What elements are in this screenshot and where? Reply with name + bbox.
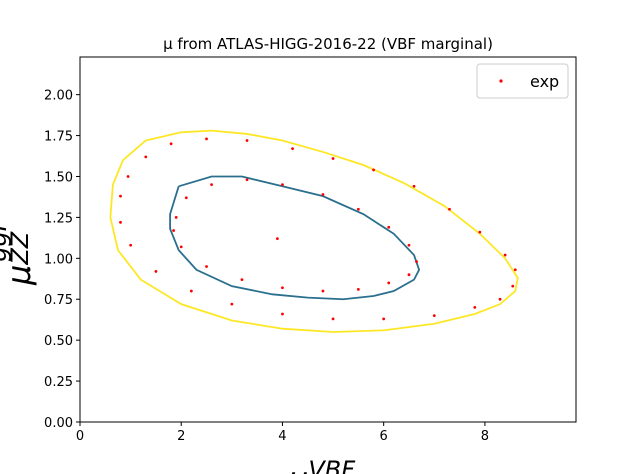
scatter-point <box>179 245 183 249</box>
scatter-point <box>169 142 173 146</box>
y-tick-label: 1.50 <box>44 170 73 185</box>
scatter-point <box>498 297 502 301</box>
scatter-point <box>473 306 477 309</box>
x-tick-label: 2 <box>177 429 185 444</box>
scatter-point <box>119 194 122 198</box>
scatter-point <box>448 207 451 211</box>
x-tick-label: 8 <box>481 429 489 444</box>
scatter-point <box>275 237 279 241</box>
scatter-point <box>119 220 122 224</box>
scatter-point <box>205 137 208 141</box>
scatter-point <box>432 314 436 318</box>
scatter-point <box>478 230 482 234</box>
scatter-point <box>174 216 178 219</box>
scatter-point <box>245 139 249 142</box>
scatter-point <box>154 270 158 273</box>
scatter-point <box>321 289 325 293</box>
x-axis-label: μVBF <box>287 456 356 474</box>
scatter-point <box>245 178 249 182</box>
scatter-point <box>513 268 517 272</box>
scatter-point <box>511 284 515 288</box>
y-tick-label: 1.75 <box>44 130 73 145</box>
x-tick-label: 4 <box>278 429 286 444</box>
y-tick-label: 0.75 <box>44 293 73 308</box>
scatter-point <box>387 225 391 229</box>
y-axis-label: μZZggF <box>0 216 38 286</box>
x-tick-label: 6 <box>380 429 388 444</box>
scatter-point <box>144 155 148 159</box>
scatter-point <box>372 168 375 172</box>
scatter-point <box>356 207 360 211</box>
legend-label: exp <box>530 72 559 91</box>
legend-marker <box>499 79 503 83</box>
scatter-point <box>415 260 418 263</box>
scatter-point <box>129 243 133 247</box>
y-label-base: μ <box>0 265 38 286</box>
y-tick-label: 1.25 <box>44 211 73 226</box>
scatter-point <box>331 317 335 321</box>
chart-title: μ from ATLAS-HIGG-2016-22 (VBF marginal) <box>163 35 493 53</box>
scatter-point <box>240 278 244 282</box>
scatter-point <box>382 317 386 321</box>
y-tick-label: 0.00 <box>44 416 73 431</box>
scatter-point <box>210 183 213 187</box>
plot-frame <box>79 56 577 423</box>
scatter-point <box>230 302 234 306</box>
x-tick-label: 0 <box>76 429 84 444</box>
scatter-point <box>205 265 208 268</box>
y-tick-label: 0.50 <box>44 334 73 349</box>
legend-box <box>476 63 569 99</box>
scatter-point <box>184 196 188 200</box>
scatter-point <box>412 184 416 188</box>
scatter-point <box>291 147 294 151</box>
scatter-point <box>189 289 193 293</box>
scatter-point <box>407 243 411 247</box>
x-label-base: μ <box>287 460 308 474</box>
contour-line <box>169 175 421 301</box>
scatter-point <box>281 286 284 290</box>
y-tick-label: 0.25 <box>44 375 73 390</box>
contour-line <box>109 129 519 333</box>
y-label-sup: ggF <box>0 216 12 261</box>
y-tick-label: 1.00 <box>44 252 73 267</box>
scatter-point <box>387 281 391 285</box>
y-tick-label: 2.00 <box>44 89 73 104</box>
scatter-point <box>503 253 507 257</box>
y-label-sub: ZZ <box>6 231 34 265</box>
scatter-point <box>331 157 335 160</box>
scatter-point <box>356 288 360 291</box>
scatter-point <box>281 312 284 316</box>
scatter-point <box>172 229 176 232</box>
scatter-point <box>281 183 284 187</box>
scatter-point <box>321 193 325 196</box>
scatter-point <box>407 273 411 277</box>
x-label-sup: VBF <box>308 456 356 474</box>
scatter-point <box>126 175 130 178</box>
